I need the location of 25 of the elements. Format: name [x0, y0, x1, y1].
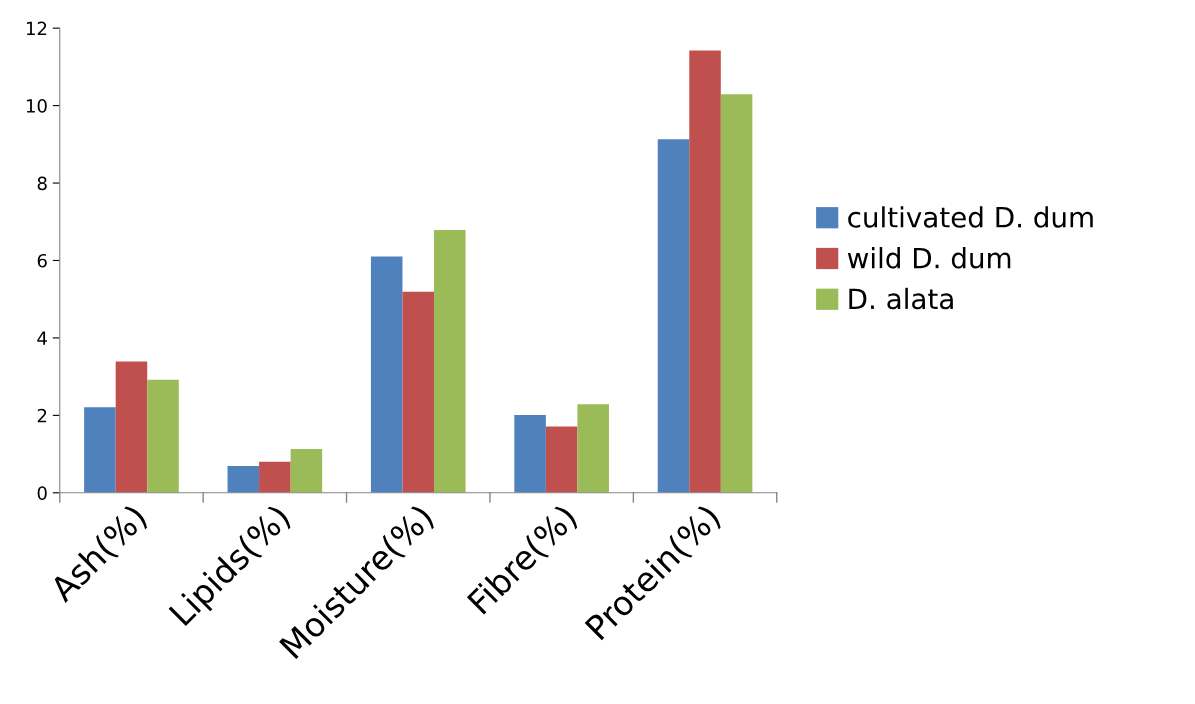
- bar: [434, 229, 466, 493]
- bar: [147, 379, 179, 493]
- y-tick-label: 0: [37, 486, 47, 500]
- y-tick-label: 4: [37, 331, 47, 345]
- bar: [402, 291, 435, 493]
- bar: [227, 466, 260, 493]
- bar: [545, 426, 578, 493]
- legend-label: wild D. dum: [847, 247, 1011, 269]
- bar: [689, 50, 721, 493]
- legend-label: D. alata: [849, 287, 953, 310]
- bar: [577, 404, 609, 493]
- y-tick-label: 2: [37, 408, 47, 423]
- bar: [657, 139, 690, 493]
- bar: [259, 461, 291, 493]
- y-tick-label: 12: [26, 21, 47, 36]
- bar: [370, 256, 403, 493]
- y-tick-label: 8: [37, 176, 47, 191]
- bar: [720, 94, 753, 493]
- y-tick-label: 10: [26, 99, 47, 113]
- bar: [290, 449, 323, 493]
- y-tick-label: 6: [37, 253, 47, 268]
- bar: [514, 414, 546, 493]
- bar: [84, 407, 116, 493]
- legend-label: cultivated D. dum: [848, 206, 1093, 228]
- bar: [115, 361, 148, 493]
